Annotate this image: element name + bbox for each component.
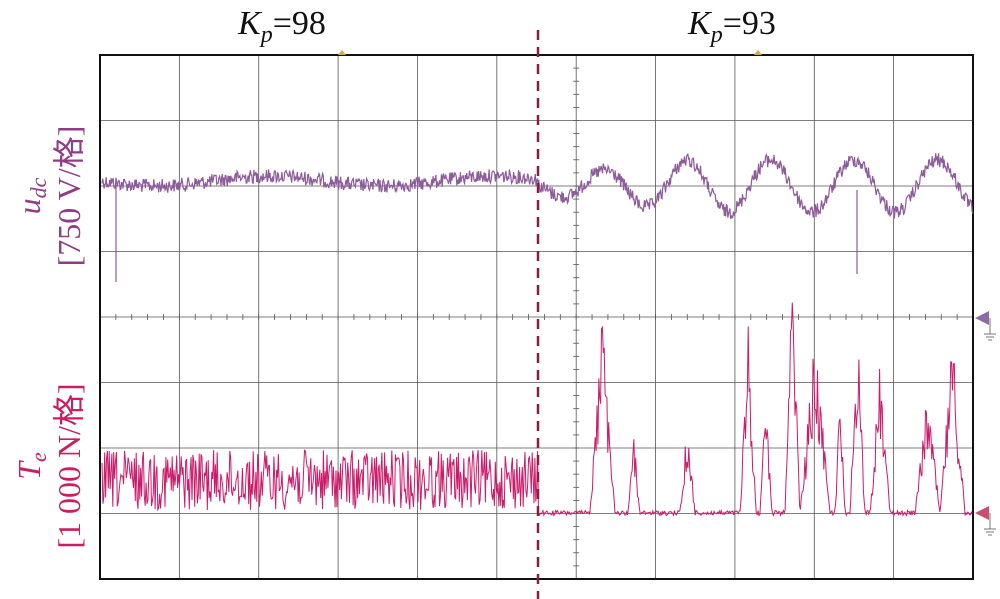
scope-grid — [99, 54, 974, 580]
te-trace — [101, 302, 973, 517]
udc-axis-label: udc — [11, 177, 51, 214]
panel-title-left: Kp=98 — [237, 5, 326, 48]
ground-symbol-icon — [984, 318, 996, 341]
trigger-marker-right — [754, 50, 762, 55]
svg-text:Te: Te — [11, 452, 51, 480]
svg-text:[1 000 N/格]: [1 000 N/格] — [51, 383, 87, 548]
svg-text:[750 V/格]: [750 V/格] — [51, 126, 87, 267]
te-scale-label: [1 000 N/格] — [51, 383, 87, 548]
ground-arrow-icon — [975, 506, 989, 520]
te-ground-marker — [975, 506, 996, 536]
plot-frame — [99, 54, 974, 580]
te-axis-label: Te — [11, 452, 51, 480]
ground-arrow-icon — [975, 311, 989, 325]
udc-ground-marker — [975, 311, 996, 341]
udc-scale-label: [750 V/格] — [51, 126, 87, 267]
trigger-marker-left — [338, 50, 346, 55]
ground-symbol-icon — [984, 513, 996, 536]
panel-title-right: Kp=93 — [687, 5, 776, 48]
udc-trace — [101, 153, 974, 282]
svg-text:udc: udc — [11, 177, 51, 214]
